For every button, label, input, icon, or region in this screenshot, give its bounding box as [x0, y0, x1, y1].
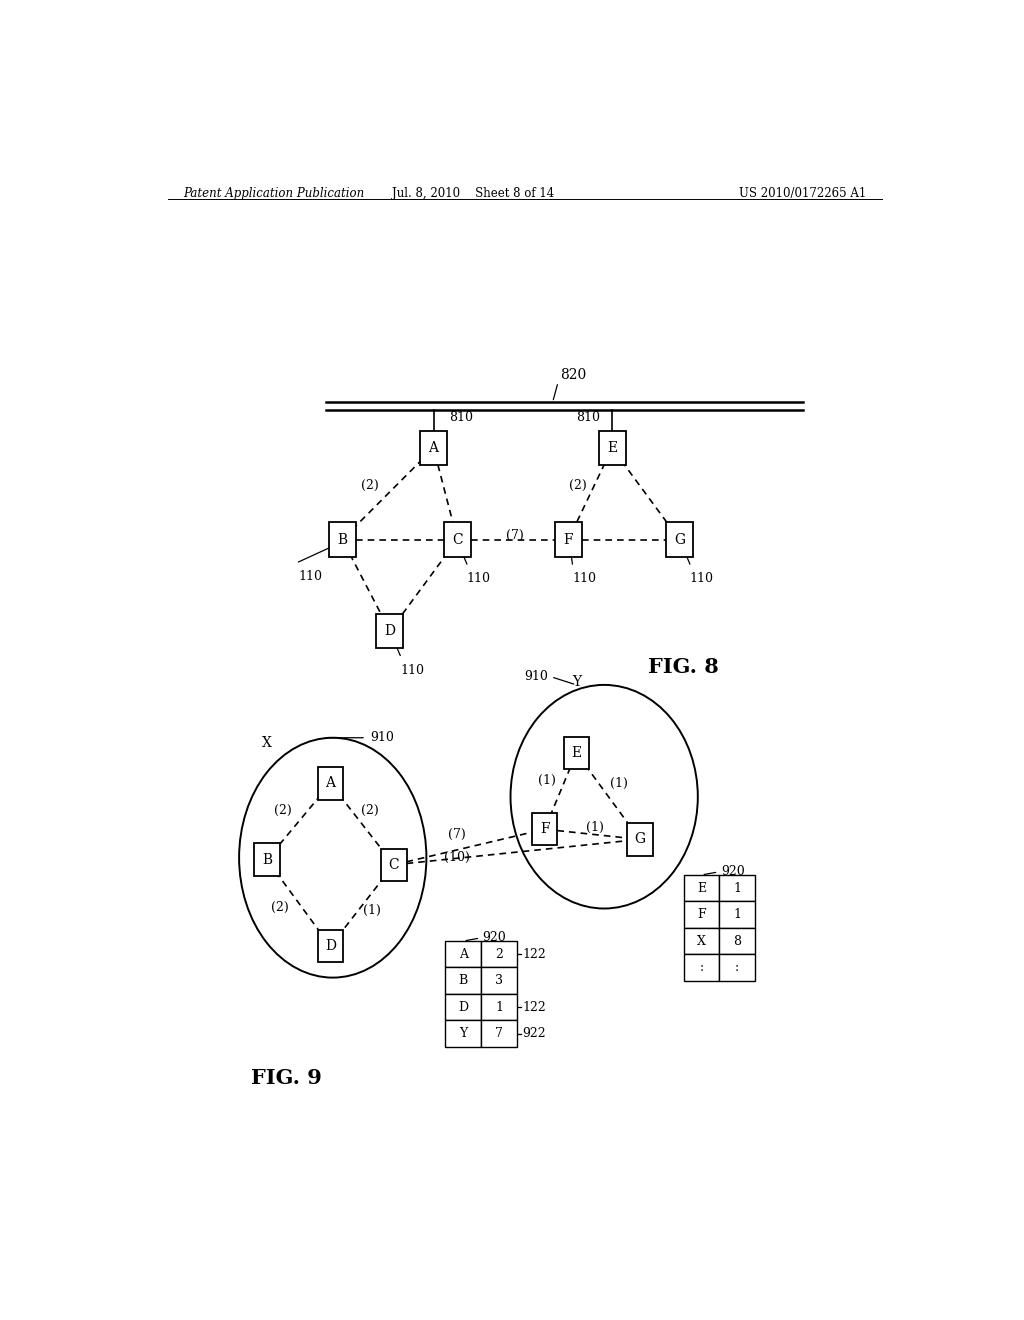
Text: (1): (1) — [364, 904, 381, 917]
FancyBboxPatch shape — [531, 813, 557, 846]
Text: Y: Y — [459, 1027, 467, 1040]
FancyBboxPatch shape — [443, 523, 471, 557]
Text: (2): (2) — [273, 804, 292, 817]
Bar — [719, 954, 755, 981]
Text: 810: 810 — [577, 411, 600, 424]
FancyBboxPatch shape — [254, 843, 280, 876]
Text: 122: 122 — [522, 1001, 546, 1014]
Text: (2): (2) — [271, 902, 289, 913]
Text: 922: 922 — [522, 1027, 546, 1040]
Text: A: A — [428, 441, 438, 455]
Text: :: : — [735, 961, 739, 974]
Bar — [481, 1020, 517, 1047]
Text: Y: Y — [571, 675, 581, 689]
Text: (7): (7) — [507, 529, 524, 543]
FancyBboxPatch shape — [420, 430, 447, 466]
Text: D: D — [458, 1001, 468, 1014]
Text: C: C — [388, 858, 399, 871]
Text: 1: 1 — [495, 1001, 503, 1014]
Text: (10): (10) — [444, 851, 470, 865]
Text: G: G — [674, 532, 685, 546]
Text: 910: 910 — [370, 731, 394, 744]
Text: B: B — [459, 974, 468, 987]
Bar — [684, 954, 719, 981]
Text: 820: 820 — [560, 368, 587, 381]
Bar — [719, 902, 755, 928]
Text: 810: 810 — [450, 411, 473, 424]
FancyBboxPatch shape — [599, 430, 626, 466]
Text: 3: 3 — [495, 974, 503, 987]
Text: Jul. 8, 2010    Sheet 8 of 14: Jul. 8, 2010 Sheet 8 of 14 — [392, 187, 554, 199]
Text: 920: 920 — [721, 866, 744, 878]
FancyBboxPatch shape — [329, 523, 355, 557]
Text: 920: 920 — [482, 932, 507, 945]
Bar — [445, 994, 481, 1020]
Text: 122: 122 — [522, 948, 546, 961]
Bar — [684, 875, 719, 902]
Text: FIG. 9: FIG. 9 — [251, 1068, 323, 1088]
Text: US 2010/0172265 A1: US 2010/0172265 A1 — [738, 187, 866, 199]
Text: F: F — [540, 822, 550, 837]
Text: 7: 7 — [495, 1027, 503, 1040]
Text: 1: 1 — [733, 882, 741, 895]
Text: (2): (2) — [361, 804, 379, 817]
Text: (1): (1) — [538, 774, 556, 787]
Bar — [684, 902, 719, 928]
Bar — [445, 1020, 481, 1047]
Text: X: X — [697, 935, 706, 948]
Text: Patent Application Publication: Patent Application Publication — [183, 187, 365, 199]
Text: (2): (2) — [569, 479, 587, 492]
Bar — [719, 928, 755, 954]
Text: FIG. 8: FIG. 8 — [648, 656, 719, 677]
Text: X: X — [262, 735, 271, 750]
Text: E: E — [607, 441, 617, 455]
FancyBboxPatch shape — [317, 929, 343, 962]
Text: 110: 110 — [690, 572, 714, 585]
Text: 110: 110 — [467, 572, 490, 585]
Text: G: G — [634, 833, 645, 846]
Text: F: F — [563, 532, 573, 546]
Bar — [445, 968, 481, 994]
FancyBboxPatch shape — [555, 523, 582, 557]
Text: A: A — [459, 948, 468, 961]
Bar — [684, 928, 719, 954]
Text: D: D — [325, 939, 336, 953]
Text: (1): (1) — [609, 777, 628, 789]
Bar — [481, 968, 517, 994]
Text: 110: 110 — [299, 570, 323, 583]
Text: A: A — [326, 776, 336, 791]
Text: F: F — [697, 908, 706, 921]
Text: (2): (2) — [361, 479, 379, 492]
Text: E: E — [571, 746, 582, 760]
Text: (7): (7) — [449, 828, 466, 841]
Text: C: C — [452, 532, 463, 546]
Text: (1): (1) — [586, 821, 603, 834]
Bar — [719, 875, 755, 902]
Bar — [481, 941, 517, 968]
Text: E: E — [696, 882, 706, 895]
Text: 910: 910 — [524, 671, 549, 684]
Bar — [481, 994, 517, 1020]
Text: B: B — [337, 532, 347, 546]
Text: :: : — [699, 961, 703, 974]
Text: 2: 2 — [495, 948, 503, 961]
FancyBboxPatch shape — [627, 824, 652, 855]
FancyBboxPatch shape — [377, 614, 403, 648]
Text: 110: 110 — [572, 572, 596, 585]
FancyBboxPatch shape — [381, 849, 407, 880]
Bar — [445, 941, 481, 968]
Text: 8: 8 — [733, 935, 741, 948]
Text: 110: 110 — [400, 664, 424, 677]
Text: D: D — [384, 624, 395, 638]
FancyBboxPatch shape — [563, 737, 589, 770]
Text: 1: 1 — [733, 908, 741, 921]
FancyBboxPatch shape — [666, 523, 693, 557]
Text: B: B — [262, 853, 272, 867]
FancyBboxPatch shape — [317, 767, 343, 800]
